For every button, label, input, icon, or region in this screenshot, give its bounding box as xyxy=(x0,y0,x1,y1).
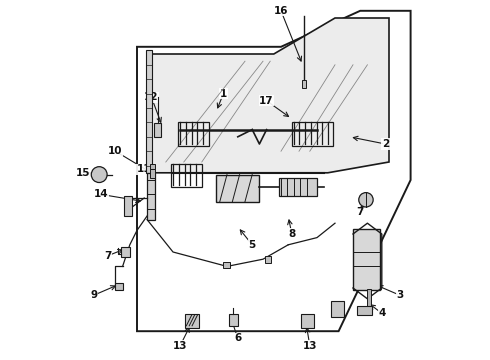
Bar xyxy=(116,283,122,290)
Text: 13: 13 xyxy=(302,341,317,351)
Bar xyxy=(146,50,152,173)
Circle shape xyxy=(359,193,373,207)
Bar xyxy=(154,123,161,137)
Text: 7: 7 xyxy=(357,207,364,217)
Bar xyxy=(292,122,333,146)
Text: 4: 4 xyxy=(378,308,386,318)
Bar xyxy=(353,229,380,290)
Bar xyxy=(185,314,198,328)
Bar xyxy=(178,122,209,146)
Text: 11: 11 xyxy=(137,164,151,174)
Circle shape xyxy=(91,167,107,183)
Text: 15: 15 xyxy=(76,168,90,178)
Bar xyxy=(124,196,132,216)
Text: 9: 9 xyxy=(90,290,98,300)
Bar xyxy=(121,247,130,257)
Text: 14: 14 xyxy=(94,189,108,199)
Bar xyxy=(367,289,371,308)
Bar xyxy=(357,306,372,315)
Polygon shape xyxy=(151,18,389,173)
Text: 5: 5 xyxy=(248,240,256,250)
Bar xyxy=(331,301,344,317)
Bar xyxy=(229,314,238,326)
Bar xyxy=(301,314,315,328)
Bar xyxy=(149,169,155,178)
Text: 10: 10 xyxy=(108,146,122,156)
Bar xyxy=(302,80,306,88)
Bar xyxy=(147,173,155,220)
Bar xyxy=(216,175,259,202)
Bar xyxy=(171,164,202,187)
Text: 1: 1 xyxy=(220,89,227,99)
Text: 13: 13 xyxy=(173,341,188,351)
Text: 7: 7 xyxy=(104,251,112,261)
Bar xyxy=(223,262,230,268)
Text: 12: 12 xyxy=(144,92,159,102)
Text: 2: 2 xyxy=(382,139,389,149)
Bar xyxy=(149,164,155,169)
Text: 17: 17 xyxy=(259,96,274,106)
Text: 8: 8 xyxy=(288,229,295,239)
Text: 16: 16 xyxy=(274,6,288,16)
Bar xyxy=(265,256,271,263)
Text: 3: 3 xyxy=(396,290,403,300)
Bar xyxy=(279,178,317,196)
Text: 6: 6 xyxy=(234,333,242,343)
